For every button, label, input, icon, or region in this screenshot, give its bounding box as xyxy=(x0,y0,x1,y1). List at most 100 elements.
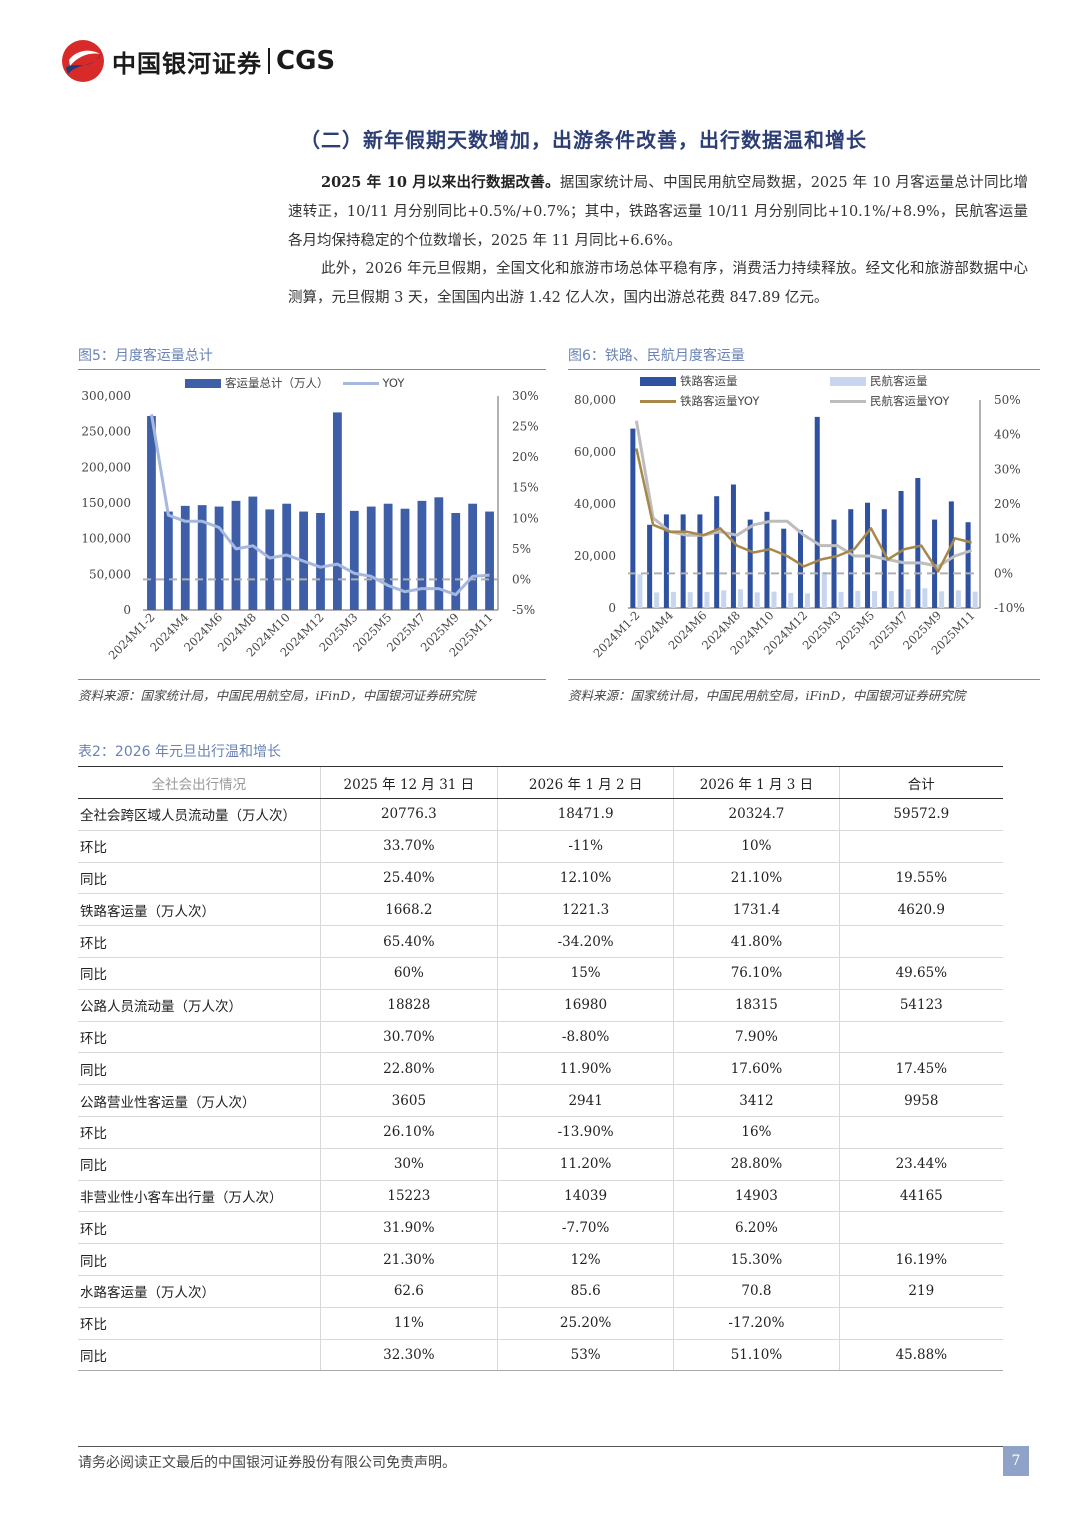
fig6-legend-rail-yoy: 铁路客运量YOY xyxy=(680,394,760,408)
logo-text-cn: 中国银河证券 xyxy=(112,49,262,78)
table-row-label: 环比 xyxy=(78,830,321,863)
table-cell: 76.10% xyxy=(673,957,840,990)
bar-air xyxy=(855,590,861,608)
table-cell: 59572.9 xyxy=(838,798,1003,831)
table-cell: 3605 xyxy=(319,1084,498,1117)
bar-rail xyxy=(680,514,686,608)
paragraph-1: 2025 年 10 月以来出行数据改善。据国家统计局、中国民用航空局数据，202… xyxy=(288,168,1028,256)
table-row-label: 同比 xyxy=(78,1148,321,1181)
table-cell: 30.70% xyxy=(319,1021,498,1054)
table-cell: 25.20% xyxy=(496,1307,674,1340)
bar-air xyxy=(704,591,710,608)
y2-tick-label: 40% xyxy=(994,428,1021,442)
bar-air xyxy=(771,591,777,608)
table-cell: 15% xyxy=(496,957,674,990)
table-row-label: 环比 xyxy=(78,925,321,958)
fig5-legend-total: 客运量总计（万人） xyxy=(225,376,329,390)
y-tick-label: 50,000 xyxy=(89,567,131,581)
y-tick-label: 40,000 xyxy=(574,497,616,511)
y2-tick-label: 10% xyxy=(994,532,1021,546)
y2-tick-label: 0% xyxy=(994,566,1013,580)
y2-tick-label: 50% xyxy=(994,393,1021,407)
table-row-label: 全社会跨区域人员流动量（万人次） xyxy=(78,798,321,831)
legend-item-rail-yoy: 铁路客运量YOY xyxy=(640,393,830,409)
table-row: 环比 65.40% -34.20% 41.80% xyxy=(78,925,1003,958)
y-tick-label: 0 xyxy=(123,603,131,617)
table-cell: 17.45% xyxy=(838,1052,1003,1086)
rail-yoy-line xyxy=(635,448,972,573)
bar-total xyxy=(383,503,393,610)
table-cell xyxy=(838,830,1003,863)
bar-rail xyxy=(630,428,636,608)
table-cell: 14039 xyxy=(496,1180,674,1213)
bar-total xyxy=(400,508,410,610)
bar-total xyxy=(451,512,461,610)
section-title: （二）新年假期天数增加，出游条件改善，出行数据温和增长 xyxy=(300,128,867,152)
table-row-label: 非营业性小客车出行量（万人次） xyxy=(78,1180,321,1213)
bar-air xyxy=(955,590,961,608)
y-tick-label: 100,000 xyxy=(81,532,131,546)
fig6-legend: 铁路客运量 民航客运量 铁路客运量YOY 民航客运量YOY xyxy=(640,373,970,409)
table-row-label: 同比 xyxy=(78,862,321,895)
bar-total xyxy=(434,497,444,610)
table-cell: -13.90% xyxy=(496,1116,674,1149)
bar-air xyxy=(922,588,928,608)
table-row: 公路人员流动量（万人次） 18828 16980 18315 54123 xyxy=(78,989,1003,1022)
table-cell: 18828 xyxy=(319,989,498,1022)
bar-total xyxy=(485,511,494,610)
fig5-legend: 客运量总计（万人） YOY xyxy=(185,375,404,391)
table-cell: 26.10% xyxy=(319,1116,498,1149)
table-row: 非营业性小客车出行量（万人次） 15223 14039 14903 44165 xyxy=(78,1180,1003,1213)
bar-rail xyxy=(781,528,787,608)
table-row-label: 公路人员流动量（万人次） xyxy=(78,989,321,1022)
table-cell: 11% xyxy=(319,1307,498,1340)
legend-item-air-yoy: 民航客运量YOY xyxy=(830,393,949,409)
table-cell: 33.70% xyxy=(319,830,498,863)
table-row-label: 环比 xyxy=(78,1021,321,1054)
bar-total xyxy=(180,505,190,610)
bar-rail xyxy=(697,514,703,608)
table-row: 公路营业性客运量（万人次） 3605 2941 3412 9958 xyxy=(78,1084,1003,1117)
y-tick-label: 20,000 xyxy=(574,549,616,563)
table-row-label: 环比 xyxy=(78,1116,321,1149)
y-tick-label: 80,000 xyxy=(574,393,616,407)
fig6-legend-rail: 铁路客运量 xyxy=(680,374,738,388)
yoy-line xyxy=(150,414,490,597)
table-row: 环比 11% 25.20% -17.20% xyxy=(78,1307,1003,1340)
bar-total xyxy=(316,512,325,610)
table-cell: -8.80% xyxy=(496,1021,674,1054)
table-row: 环比 30.70% -8.80% 7.90% xyxy=(78,1021,1003,1054)
bar-rail xyxy=(797,530,803,608)
table-cell: 41.80% xyxy=(673,925,840,958)
table-cell: 15223 xyxy=(319,1180,498,1213)
bar-rail xyxy=(932,519,938,608)
legend-item-rail: 铁路客运量 xyxy=(640,373,830,389)
fig5-bottom-rule xyxy=(78,679,546,680)
table-cell: 16% xyxy=(673,1116,840,1149)
table-cell: 219 xyxy=(838,1275,1003,1308)
table-cell: 51.10% xyxy=(673,1339,840,1372)
table-row: 同比 25.40% 12.10% 21.10% 19.55% xyxy=(78,862,1003,895)
bar-air xyxy=(872,591,878,608)
y2-tick-label: 10% xyxy=(512,511,539,525)
table-cell: 23.44% xyxy=(838,1148,1003,1181)
table-cell: 9958 xyxy=(838,1084,1003,1117)
table-cell: 85.6 xyxy=(496,1275,674,1308)
table-cell: -34.20% xyxy=(496,925,674,958)
y2-tick-label: 5% xyxy=(512,542,531,556)
table-cell: 3412 xyxy=(673,1084,840,1117)
bar-air xyxy=(637,574,643,608)
table-cell: 4620.9 xyxy=(838,893,1003,927)
bar-air xyxy=(905,589,911,608)
y2-tick-label: -10% xyxy=(994,601,1025,615)
table-cell: 20776.3 xyxy=(319,798,498,831)
table-cell: 28.80% xyxy=(673,1148,840,1181)
table-row-label: 同比 xyxy=(78,1339,321,1372)
bar-air xyxy=(670,591,676,608)
bar-air xyxy=(788,592,794,608)
table-cell: 15.30% xyxy=(673,1243,840,1276)
table-header-cell: 全社会出行情况 xyxy=(78,766,321,799)
page-number: 7 xyxy=(1003,1446,1029,1476)
bar-air xyxy=(687,592,693,608)
y-tick-label: 200,000 xyxy=(81,460,131,474)
